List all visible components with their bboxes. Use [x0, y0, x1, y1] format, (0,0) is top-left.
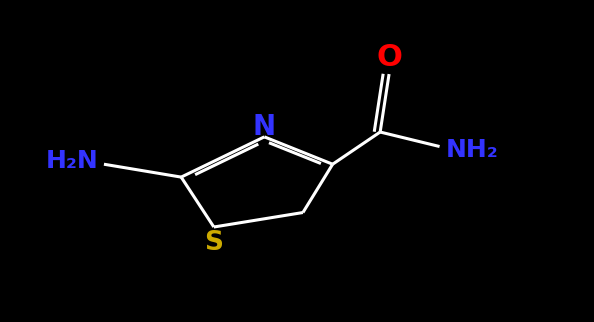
- Text: NH₂: NH₂: [446, 138, 498, 162]
- Text: O: O: [376, 43, 402, 72]
- Text: N: N: [253, 113, 276, 141]
- Text: S: S: [204, 230, 223, 256]
- Text: H₂N: H₂N: [45, 149, 98, 173]
